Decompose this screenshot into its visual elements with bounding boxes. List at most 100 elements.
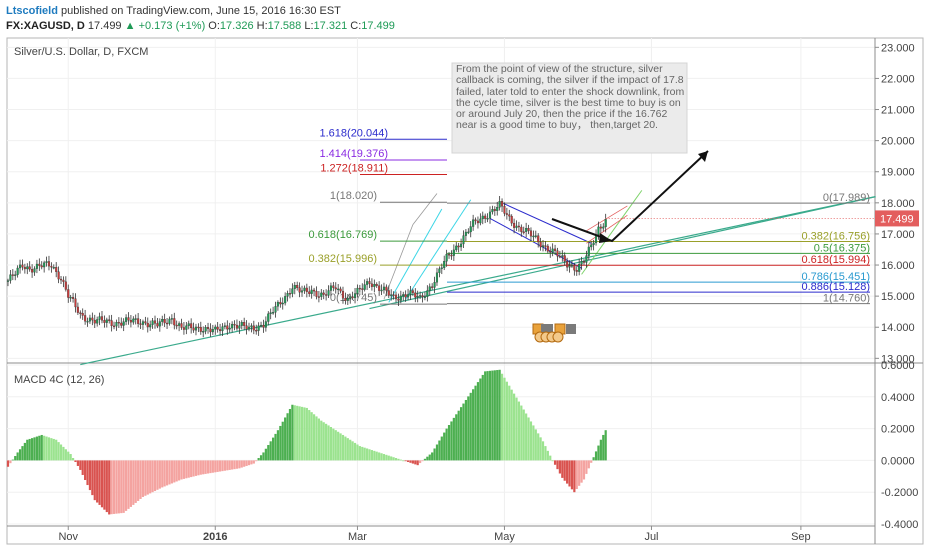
- macd-bar: [310, 412, 313, 461]
- macd-bar: [500, 373, 504, 461]
- candle-body: [349, 296, 352, 299]
- macd-bar: [267, 445, 270, 461]
- split-icon[interactable]: [566, 324, 576, 334]
- macd-bar: [74, 460, 77, 462]
- candle-body: [339, 288, 342, 292]
- candle-body: [52, 267, 55, 269]
- fib-label-right: 0.618(15.994): [802, 254, 871, 266]
- macd-bar: [211, 460, 214, 473]
- candle-body: [426, 290, 429, 297]
- macd-bar: [57, 442, 60, 461]
- macd-bar: [602, 434, 605, 461]
- macd-bar: [245, 460, 248, 466]
- macd-bar: [81, 460, 84, 475]
- candle-body: [570, 265, 573, 267]
- candle-body: [16, 267, 19, 275]
- candle-body: [149, 324, 152, 328]
- macd-bar: [438, 440, 441, 461]
- candle-body: [62, 279, 65, 282]
- macd-bar: [426, 456, 429, 461]
- macd-bar: [206, 460, 210, 474]
- candle-body: [166, 322, 169, 325]
- candle-body: [84, 315, 87, 322]
- trend-line: [405, 199, 472, 300]
- candle-body: [503, 206, 506, 214]
- candle-body: [243, 322, 246, 326]
- candle-body: [214, 326, 217, 330]
- trend-line: [501, 202, 592, 244]
- macd-bar: [161, 460, 164, 488]
- macd-bar: [185, 460, 188, 479]
- candle-body: [26, 266, 29, 270]
- candle-body: [556, 250, 559, 257]
- macd-bar: [124, 460, 128, 511]
- candle-body: [476, 220, 479, 224]
- candle-body: [38, 263, 41, 266]
- macd-bar: [551, 460, 554, 462]
- candle-body: [366, 281, 369, 285]
- time-tick-label: Nov: [58, 531, 78, 543]
- macd-bar: [462, 403, 465, 461]
- macd-bar: [445, 428, 448, 461]
- candle-body: [194, 326, 198, 331]
- macd-bar: [406, 460, 410, 462]
- candle-body: [590, 244, 593, 248]
- price-tick-label: 13.000: [881, 353, 915, 365]
- macd-bar: [508, 385, 511, 461]
- price-axis: 13.000 14.000 15.000 16.000 17.000 18.000 19.0…: [875, 42, 915, 365]
- macd-bar: [582, 460, 586, 480]
- macd-bar: [392, 457, 395, 461]
- macd-bar: [378, 452, 381, 461]
- macd-bar: [394, 458, 398, 461]
- symbol-label: FX:XAGUSD, D: [6, 20, 85, 32]
- macd-bar: [365, 448, 369, 461]
- macd-bar: [380, 453, 383, 461]
- macd-bar: [481, 374, 484, 461]
- trend-line: [489, 217, 582, 269]
- macd-bar: [370, 450, 374, 461]
- macd-bar: [233, 460, 236, 470]
- candle-body: [455, 245, 458, 251]
- candle-body: [510, 216, 513, 224]
- candle-body: [296, 285, 299, 288]
- candle-body: [247, 326, 251, 330]
- macd-bar: [281, 421, 284, 461]
- candle-body: [496, 207, 499, 211]
- candle-body: [69, 297, 72, 299]
- trend-line: [369, 196, 876, 310]
- candle-body: [450, 254, 453, 257]
- macd-bar: [450, 421, 453, 461]
- candle-body: [288, 293, 292, 295]
- annotation-note[interactable]: From the point of view of the structure,…: [451, 62, 688, 154]
- candle-body: [272, 312, 275, 314]
- candle-body: [325, 294, 328, 296]
- trend-lines: [80, 190, 876, 366]
- macd-bar: [341, 434, 345, 461]
- event-coin-icon[interactable]: [552, 331, 564, 343]
- candle-body: [580, 261, 583, 265]
- macd-bar: [168, 460, 171, 485]
- macd-bar: [146, 460, 149, 495]
- macd-bar: [108, 460, 111, 515]
- candle-body: [6, 280, 10, 282]
- candle-body: [286, 293, 289, 297]
- candle-body: [520, 226, 523, 232]
- macd-bar: [228, 460, 231, 470]
- macd-bar: [317, 418, 320, 461]
- macd-bar: [553, 460, 557, 465]
- macd-bar: [549, 455, 552, 461]
- candle-body: [329, 285, 332, 291]
- candle-body: [11, 274, 14, 276]
- flag-icon[interactable]: [541, 324, 553, 334]
- candle-body: [546, 245, 549, 252]
- macd-bar: [86, 460, 89, 486]
- candle-body: [421, 295, 424, 298]
- candle-body: [291, 288, 294, 294]
- macd-bar: [556, 460, 559, 470]
- candle-body: [55, 267, 58, 272]
- macd-bar: [435, 444, 439, 461]
- event-icons[interactable]: [532, 323, 576, 343]
- candle-body: [300, 290, 304, 293]
- author-name[interactable]: Ltscofield: [6, 5, 58, 17]
- macd-bar: [416, 460, 419, 466]
